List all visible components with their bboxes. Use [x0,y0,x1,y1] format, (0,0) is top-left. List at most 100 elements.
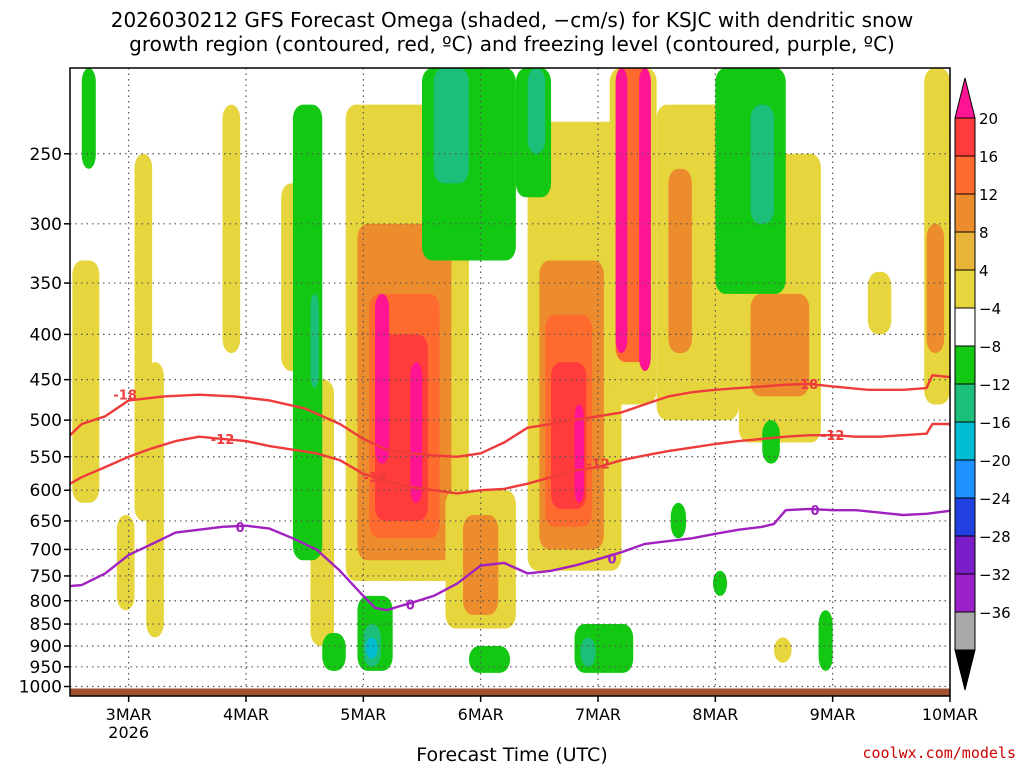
y-tick-label: 300 [30,215,62,235]
omega-cell [116,515,135,611]
contour-line [70,422,950,495]
omega-cell [81,68,96,169]
y-tick-label: 800 [30,592,62,612]
contour-label: 0 [236,521,245,536]
omega-cell [926,223,945,354]
colorbar-label: −8 [979,338,1001,356]
y-tick-label: 450 [30,371,62,391]
x-tick-sublabel: 2026 [108,723,149,742]
colorbar-swatch [954,345,976,385]
y-tick-label: 1000 [19,678,62,698]
y-tick-label: 950 [30,658,62,678]
colorbar-label: 4 [979,262,989,280]
colorbar-swatch [954,117,976,157]
colorbar-swatch [954,155,976,195]
colorbar-swatch [954,193,976,233]
omega-cell [146,362,164,638]
omega-cell [818,610,833,671]
colorbar-swatch [954,611,976,651]
ground-surface [70,688,950,696]
omega-shading [72,68,950,673]
colorbar-label: −16 [979,414,1011,432]
omega-cell [365,637,378,659]
colorbar-swatch [954,383,976,423]
omega-cell [750,293,810,397]
plot-border [69,67,951,697]
x-axis-title: Forecast Time (UTC) [416,744,608,766]
omega-cell [468,646,510,673]
omega-cell [774,637,792,663]
contour-label: 18 [800,378,818,393]
y-tick-label: 750 [30,567,62,587]
colorbar: 20 16 12 8 4 −4 −8 −12 −16 −20 −24 −28 −32 −36 [954,77,1011,691]
omega-cell [292,104,323,561]
y-axis: 2503003504004505005506006507007508008509… [19,145,70,698]
omega-cell [72,260,100,503]
x-tick-label: 7MAR [575,705,621,724]
colorbar-label: −24 [979,490,1011,508]
colorbar-swatch [954,535,976,575]
contour-label: 0 [811,504,820,519]
colorbar-label: −4 [979,300,1001,318]
contour-label: 0 [406,599,415,614]
y-tick-label: 500 [30,411,62,431]
colorbar-swatch [954,307,976,347]
plot-frame [69,67,951,697]
colorbar-label: 8 [979,224,989,242]
omega-cell [527,68,546,154]
omega-cell [668,168,692,354]
grid-lines [70,68,951,696]
omega-cell [310,293,319,389]
y-tick-label: 700 [30,540,62,560]
x-tick-label: 9MAR [810,705,856,724]
temperature-contours: -18 18 -12 -18 -12 -12 0 0 0 0 [70,374,950,614]
colorbar-top-arrow [954,77,976,119]
contour-label: -12 [211,433,235,448]
y-tick-label: 850 [30,615,62,635]
omega-cell [580,637,596,667]
y-tick-label: 900 [30,637,62,657]
x-tick-label: 5MAR [340,705,386,724]
colorbar-label: −32 [979,566,1011,584]
contour-label: -12 [586,458,610,473]
omega-cell [375,293,390,464]
omega-cell [750,104,774,224]
colorbar-swatch [954,573,976,613]
omega-cell [410,362,422,503]
x-tick-label: 10MAR [922,705,978,724]
x-tick-label: 6MAR [458,705,504,724]
colorbar-swatch [954,269,976,309]
omega-cell [670,502,686,539]
colorbar-label: 12 [979,186,998,204]
contour-label: -18 [363,471,387,486]
credit-text: coolwx.com/models [862,744,1016,762]
omega-cell [322,632,346,671]
colorbar-label: −28 [979,528,1011,546]
y-tick-label: 650 [30,512,62,532]
x-tick-label: 8MAR [692,705,738,724]
colorbar-label: −36 [979,604,1011,622]
omega-cell [222,104,241,354]
y-tick-label: 550 [30,448,62,468]
colorbar-swatch [954,421,976,461]
omega-cell [867,271,892,335]
ground-fill [70,688,950,696]
y-tick-label: 600 [30,481,62,501]
colorbar-swatch [954,459,976,499]
omega-cell [762,420,780,464]
y-tick-label: 350 [30,274,62,294]
omega-cell [639,68,651,372]
contour-label: -12 [821,429,845,444]
colorbar-swatch [954,497,976,537]
x-tick-label: 3MAR [106,705,152,724]
omega-cell [712,570,728,596]
contour-line [70,374,950,458]
colorbar-label: −20 [979,452,1011,470]
chart-title: 2026030212 GFS Forecast Omega (shaded, −… [110,8,914,56]
y-tick-label: 250 [30,145,62,165]
contour-label: -18 [113,389,137,404]
y-tick-label: 400 [30,325,62,345]
contour-line [70,507,950,612]
